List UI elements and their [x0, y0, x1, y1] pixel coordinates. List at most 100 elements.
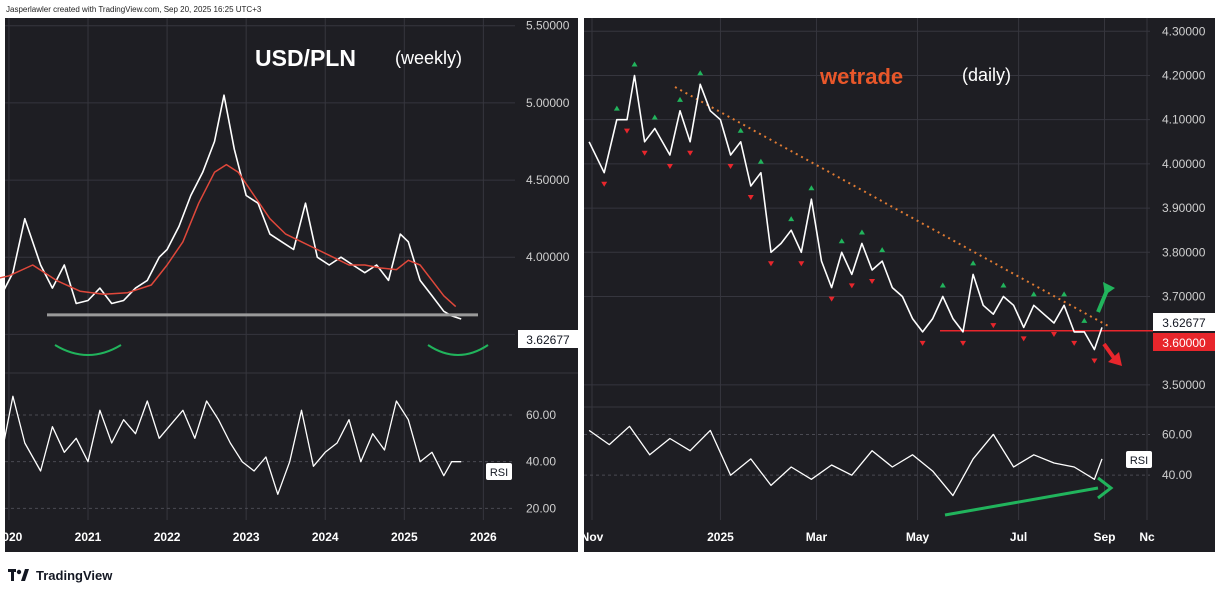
swing-low-marker — [727, 164, 734, 170]
left-bottom-arc-1 — [54, 344, 122, 356]
credit-line: Jasperlawler created with TradingView.co… — [6, 5, 262, 14]
left-moving-average — [0, 163, 457, 308]
swing-high-marker — [939, 282, 946, 288]
left-price-tag-label: 3.62677 — [526, 333, 570, 347]
right-y-axis: 4.30000 4.20000 4.10000 4.00000 3.90000 3.800… — [1162, 24, 1206, 392]
swing-high-marker — [631, 61, 638, 67]
swing-low-marker — [990, 323, 997, 329]
left-rsi-tick-0: 60.00 — [526, 408, 556, 422]
right-grid — [584, 18, 1150, 520]
right-x-tick-5: Sep — [1094, 530, 1116, 544]
swing-high-marker — [879, 247, 886, 253]
left-y-tick-0: 5.50000 — [526, 19, 570, 33]
swing-low-marker — [767, 261, 774, 267]
right-x-tick-4: Jul — [1010, 530, 1027, 544]
swing-high-marker — [858, 229, 865, 235]
right-rsi-tick-0: 60.00 — [1162, 427, 1192, 441]
swing-high-marker — [970, 260, 977, 266]
swing-high-marker — [808, 185, 815, 191]
right-price-tag — [1153, 313, 1215, 331]
swing-low-marker — [919, 340, 926, 346]
left-rsi-polyline — [0, 395, 462, 495]
swing-low-marker — [687, 150, 694, 156]
right-y-tick-1: 4.20000 — [1162, 68, 1206, 82]
right-y-tick-5: 3.80000 — [1162, 245, 1206, 259]
swing-low-marker — [798, 261, 805, 267]
right-y-tick-3: 4.00000 — [1162, 157, 1206, 171]
right-price-line — [588, 74, 1103, 351]
swing-low-marker — [1071, 340, 1078, 346]
right-price-tag-label: 3.62677 — [1162, 316, 1206, 330]
right-level-tag — [1153, 333, 1215, 351]
right-x-axis: Nov 2025 Mar May Jul Sep Nc — [581, 530, 1155, 544]
left-rsi-tick-1: 40.00 — [526, 455, 556, 469]
wetrade-logo: wetrade — [819, 64, 903, 89]
left-x-tick-4: 2024 — [312, 530, 339, 544]
down-arrow-shaft — [1102, 342, 1116, 360]
left-y-tick-3: 4.00000 — [526, 250, 570, 264]
right-trendline — [674, 86, 1111, 328]
left-rsi-tick-2: 20.00 — [526, 501, 556, 515]
left-grid — [5, 18, 515, 520]
left-x-tick-3: 2023 — [233, 530, 260, 544]
swing-low-marker — [960, 340, 967, 346]
right-x-tick-6: Nc — [1139, 530, 1155, 544]
left-chart-subtitle: (weekly) — [395, 48, 462, 68]
right-x-tick-2: Mar — [806, 530, 828, 544]
swing-low-marker — [1050, 332, 1057, 338]
swing-high-marker — [651, 114, 658, 120]
left-ma-line — [0, 163, 457, 308]
right-y-tick-0: 4.30000 — [1162, 24, 1206, 38]
left-rsi-badge — [486, 463, 512, 480]
right-y-tick-2: 4.10000 — [1162, 113, 1206, 127]
left-x-tick-5: 2025 — [391, 530, 418, 544]
swing-high-marker — [1000, 282, 1007, 288]
swing-high-marker — [1081, 317, 1088, 323]
right-price-series — [588, 74, 1103, 351]
left-y-tick-2: 4.50000 — [526, 173, 570, 187]
swing-low-marker — [1091, 358, 1098, 364]
swing-low-marker — [747, 194, 754, 200]
rsi-divergence-arrow — [944, 486, 1099, 517]
swing-high-marker — [838, 238, 845, 244]
swing-high-marker — [1030, 291, 1037, 297]
left-rsi-line — [0, 395, 462, 495]
swing-low-marker — [641, 150, 648, 156]
tradingview-logo-icon — [8, 569, 29, 581]
left-bottom-arc-2 — [427, 344, 489, 356]
right-rsi-axis: 60.00 40.00 — [1162, 427, 1192, 482]
left-price-pane — [5, 18, 515, 373]
left-price-tag — [518, 330, 578, 348]
right-x-tick-1: 2025 — [707, 530, 734, 544]
swing-low-marker — [601, 181, 608, 187]
left-chart-title: USD/PLN — [255, 45, 356, 71]
swing-high-marker — [697, 70, 704, 76]
right-rsi-line — [588, 425, 1103, 497]
swing-low-marker — [848, 283, 855, 289]
swing-low-marker — [869, 278, 876, 284]
swing-high-marker — [1061, 291, 1068, 297]
swing-high-marker — [788, 216, 795, 222]
right-rsi-badge — [1126, 451, 1152, 468]
right-panel-bg — [584, 18, 1215, 552]
right-chart-subtitle: (daily) — [962, 65, 1011, 85]
left-rsi-axis: 60.00 40.00 20.00 — [526, 408, 556, 515]
down-arrow-head — [1108, 352, 1122, 366]
right-swing-markers — [601, 61, 1098, 364]
swing-low-marker — [623, 128, 630, 134]
left-x-tick-1: 2021 — [75, 530, 102, 544]
right-x-tick-0: Nov — [581, 530, 604, 544]
swing-low-marker — [828, 296, 835, 302]
up-arrow-head — [1103, 282, 1115, 295]
swing-high-marker — [737, 127, 744, 133]
right-level-tag-label: 3.60000 — [1162, 336, 1206, 350]
right-panel: wetrade (daily) 4.30000 4.20000 4.10000 4.0… — [581, 18, 1215, 552]
footer-brand-label: TradingView — [36, 567, 113, 583]
swing-high-marker — [613, 105, 620, 111]
left-x-tick-6: 2026 — [470, 530, 497, 544]
right-y-tick-6: 3.70000 — [1162, 289, 1206, 303]
rsi-divergence-arrow-head — [1097, 476, 1114, 500]
